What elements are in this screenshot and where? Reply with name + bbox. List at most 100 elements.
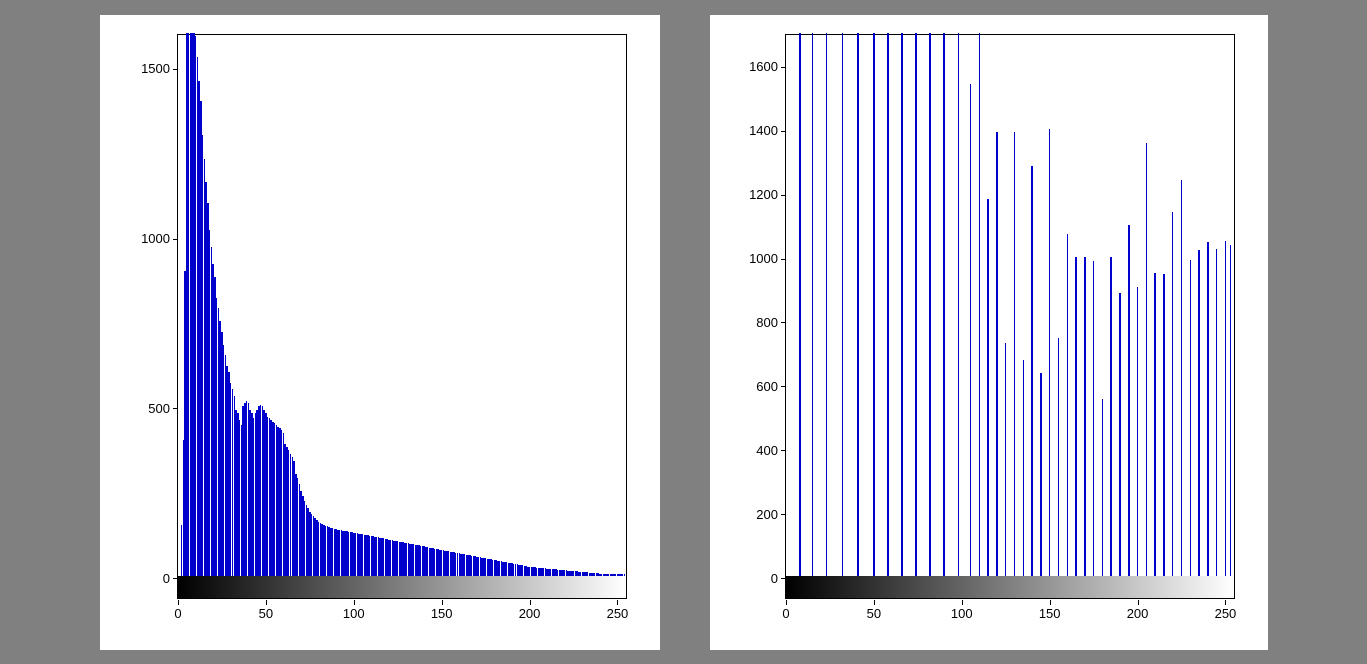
right-hist-ytick (781, 450, 786, 451)
right-hist-ytick (781, 67, 786, 68)
right-hist-xtick (786, 600, 787, 605)
right-hist-xtick (962, 600, 963, 605)
left-hist-ytick-label: 1500 (120, 61, 170, 76)
right-hist-xtick-label: 100 (947, 606, 977, 621)
right-hist-ytick (781, 131, 786, 132)
right-hist-bar (1216, 249, 1218, 576)
right-hist-bar (1225, 241, 1227, 576)
right-hist-bars (786, 35, 1234, 576)
right-hist-bar (929, 33, 931, 576)
left-hist-ytick-label: 500 (120, 401, 170, 416)
left-hist-ytick-label: 1000 (120, 231, 170, 246)
left-hist-xtick (354, 600, 355, 605)
right-hist-bar (1163, 274, 1165, 576)
left-hist-xtick (617, 600, 618, 605)
left-hist-ytick (173, 239, 178, 240)
right-hist-bar (915, 33, 917, 576)
right-hist-bar (812, 33, 814, 576)
right-hist-bar (1040, 373, 1042, 576)
right-hist-bar (996, 132, 998, 576)
right-hist-bar (1093, 261, 1095, 576)
right-hist-bar (943, 33, 945, 576)
right-hist-bar (1146, 143, 1148, 576)
right-hist-xtick-label: 0 (771, 606, 801, 621)
right-hist-xtick (1225, 600, 1226, 605)
right-hist-ytick (781, 322, 786, 323)
right-hist-bar (1137, 287, 1139, 576)
right-hist-ytick-label: 200 (728, 507, 778, 522)
right-hist-bar (873, 33, 875, 576)
right-hist-bar (1181, 180, 1183, 576)
left-hist-xtick-label: 150 (427, 606, 457, 621)
right-hist-bar (1190, 260, 1192, 576)
right-hist-bar (842, 33, 844, 576)
right-hist-xtick-label: 250 (1210, 606, 1240, 621)
right-hist-ytick-label: 800 (728, 315, 778, 330)
left-hist-ytick (173, 578, 178, 579)
right-hist-bar (1154, 273, 1156, 576)
right-hist-xtick (1138, 600, 1139, 605)
right-hist-bar (1198, 250, 1200, 576)
left-hist-ytick (173, 69, 178, 70)
right-hist-bar (1172, 212, 1174, 576)
left-hist-axes: 050010001500050100150200250 (177, 34, 627, 599)
right-hist-ytick-label: 1200 (728, 187, 778, 202)
right-hist-ytick (781, 195, 786, 196)
right-hist-bar (1128, 225, 1130, 576)
right-histogram-figure: 0 200 400 600 800 1000 1200 1400 1600 0 50 100 150 20… (710, 15, 1268, 650)
right-hist-intensity-gradient (786, 576, 1234, 598)
right-hist-bar (1230, 245, 1232, 576)
right-hist-xtick-label: 200 (1123, 606, 1153, 621)
left-histogram-figure: 0 500 1000 1500 0 50 100 150 200 250 (100, 15, 660, 650)
right-hist-bar (1207, 242, 1209, 576)
right-hist-bar (857, 33, 859, 576)
left-hist-xtick (266, 600, 267, 605)
right-hist-axes: 0200400600800100012001400160005010015020… (785, 34, 1235, 599)
left-hist-xtick-label: 100 (339, 606, 369, 621)
left-hist-xtick (442, 600, 443, 605)
right-hist-bar (987, 199, 989, 576)
right-hist-bar (1067, 234, 1069, 576)
right-hist-bar (1005, 343, 1007, 576)
left-hist-ytick-label: 0 (120, 571, 170, 586)
right-hist-bar (958, 33, 960, 576)
right-hist-ytick (781, 578, 786, 579)
left-hist-xtick-label: 200 (515, 606, 545, 621)
right-hist-bar (826, 33, 828, 576)
right-hist-ytick (781, 386, 786, 387)
right-hist-ytick (781, 514, 786, 515)
left-hist-xtick (178, 600, 179, 605)
right-hist-ytick (781, 259, 786, 260)
left-hist-ytick (173, 408, 178, 409)
right-hist-bar (1023, 360, 1025, 576)
right-hist-ytick-label: 400 (728, 443, 778, 458)
right-hist-bar (979, 33, 981, 576)
right-hist-bar (1102, 399, 1104, 576)
left-hist-xtick-label: 50 (251, 606, 281, 621)
right-hist-bar (1014, 132, 1016, 576)
right-hist-bar (1119, 293, 1121, 576)
left-hist-bar (624, 574, 626, 576)
left-hist-bars (178, 35, 626, 576)
left-hist-xtick-label: 250 (602, 606, 632, 621)
right-hist-ytick-label: 0 (728, 571, 778, 586)
right-hist-bar (1049, 129, 1051, 576)
right-hist-bar (901, 33, 903, 576)
right-hist-bar (970, 84, 972, 576)
right-hist-ytick-label: 600 (728, 379, 778, 394)
right-hist-bar (1075, 257, 1077, 576)
right-hist-bar (799, 33, 801, 576)
right-hist-xtick (1050, 600, 1051, 605)
right-hist-bar (1084, 257, 1086, 576)
right-hist-bar (1058, 338, 1060, 576)
right-hist-xtick-label: 50 (859, 606, 889, 621)
right-hist-xtick-label: 150 (1035, 606, 1065, 621)
right-hist-ytick-label: 1000 (728, 251, 778, 266)
left-hist-xtick-label: 0 (163, 606, 193, 621)
right-hist-ytick-label: 1400 (728, 123, 778, 138)
left-hist-intensity-gradient (178, 576, 626, 598)
right-hist-xtick (874, 600, 875, 605)
right-hist-bar (1031, 166, 1033, 576)
right-hist-ytick-label: 1600 (728, 59, 778, 74)
right-hist-bar (887, 33, 889, 576)
